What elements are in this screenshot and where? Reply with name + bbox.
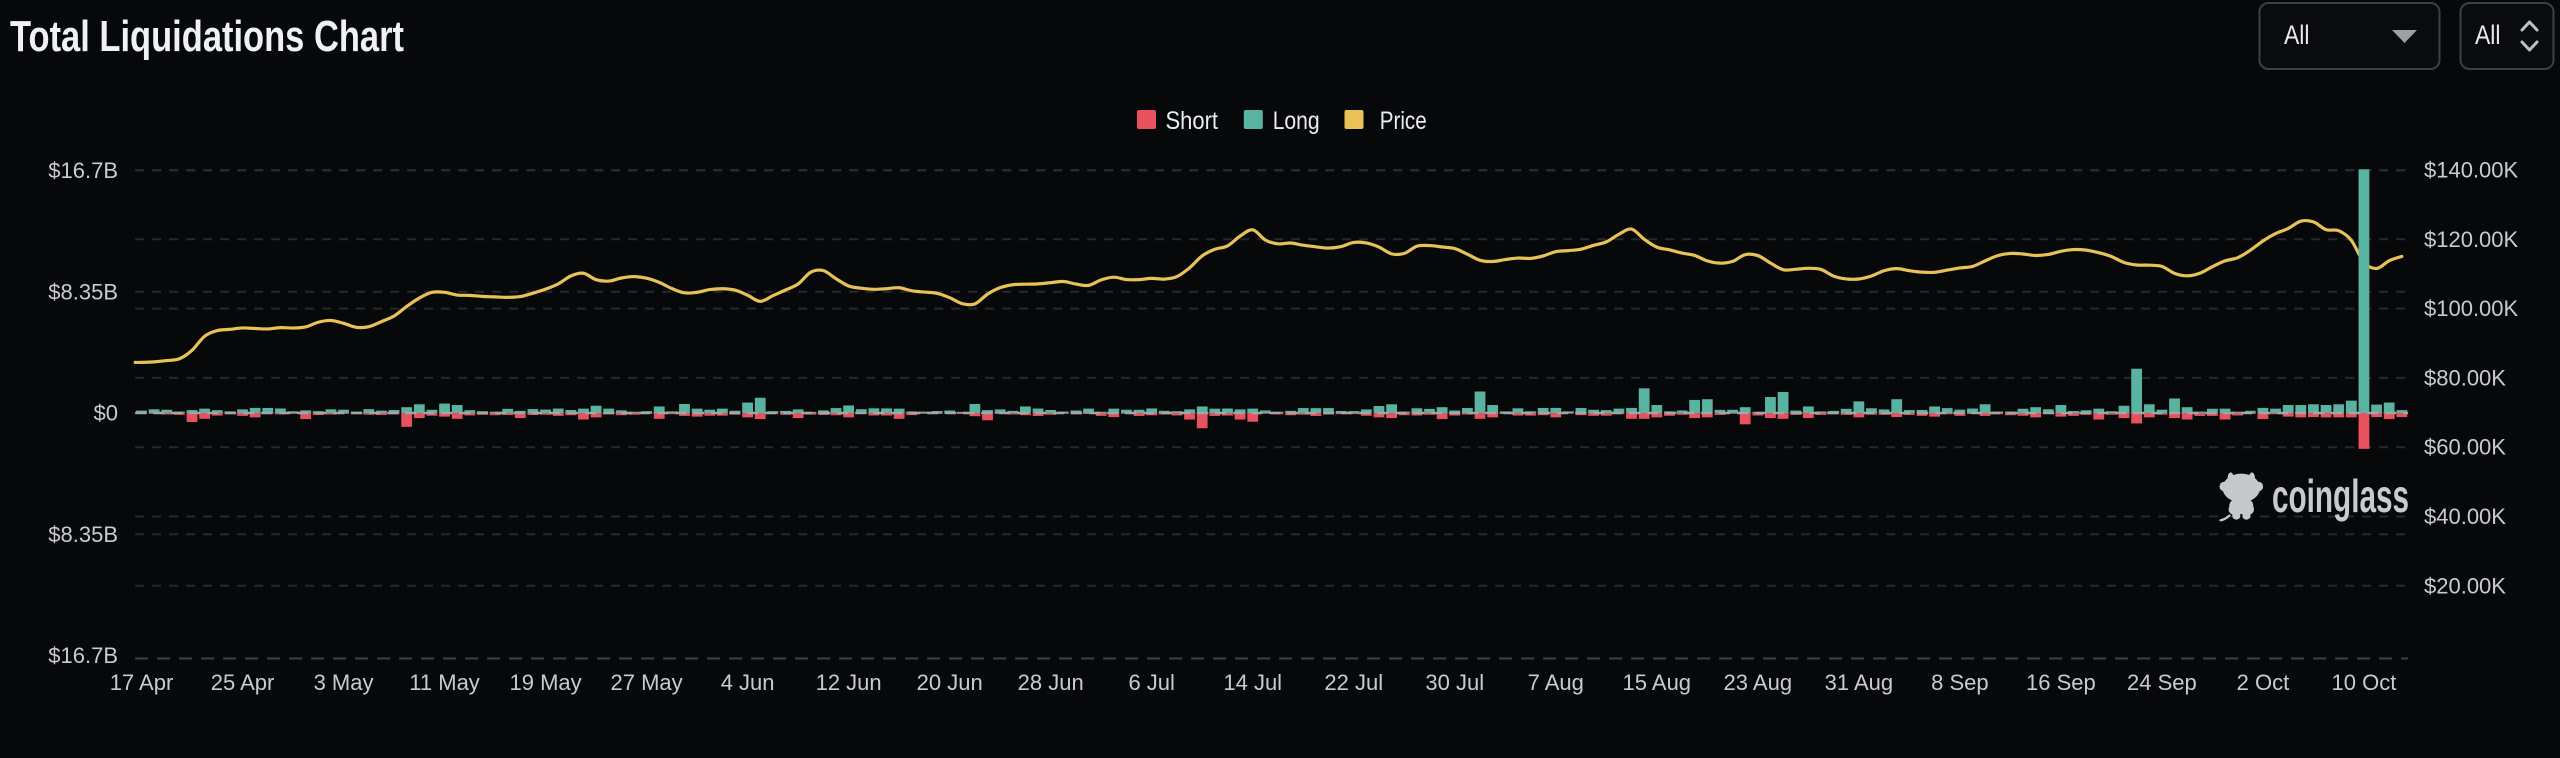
svg-text:15 Aug: 15 Aug bbox=[1623, 670, 1692, 695]
svg-text:$8.35B: $8.35B bbox=[48, 522, 118, 547]
svg-text:11 May: 11 May bbox=[409, 670, 480, 695]
svg-text:14 Jul: 14 Jul bbox=[1223, 670, 1282, 695]
svg-text:All: All bbox=[2284, 20, 2310, 50]
svg-text:Total Liquidations Chart: Total Liquidations Chart bbox=[10, 12, 404, 61]
svg-text:coinglass: coinglass bbox=[2272, 470, 2409, 522]
svg-text:8 Sep: 8 Sep bbox=[1931, 670, 1989, 695]
svg-text:25 Apr: 25 Apr bbox=[211, 670, 275, 695]
svg-text:17 Apr: 17 Apr bbox=[110, 670, 174, 695]
svg-text:2 Oct: 2 Oct bbox=[2237, 670, 2290, 695]
svg-text:Long: Long bbox=[1273, 107, 1320, 135]
svg-text:Short: Short bbox=[1166, 107, 1219, 135]
svg-text:All: All bbox=[2475, 20, 2501, 50]
svg-text:$120.00K: $120.00K bbox=[2424, 227, 2519, 252]
svg-text:27 May: 27 May bbox=[611, 670, 683, 695]
svg-text:$80.00K: $80.00K bbox=[2424, 365, 2506, 390]
svg-text:$8.35B: $8.35B bbox=[48, 279, 118, 304]
svg-text:28 Jun: 28 Jun bbox=[1018, 670, 1084, 695]
svg-text:16 Sep: 16 Sep bbox=[2026, 670, 2096, 695]
svg-text:$16.7B: $16.7B bbox=[48, 643, 118, 668]
svg-text:6 Jul: 6 Jul bbox=[1128, 670, 1174, 695]
svg-text:10 Oct: 10 Oct bbox=[2332, 670, 2397, 695]
svg-text:$100.00K: $100.00K bbox=[2424, 296, 2519, 321]
svg-text:7 Aug: 7 Aug bbox=[1528, 670, 1584, 695]
svg-text:22 Jul: 22 Jul bbox=[1324, 670, 1383, 695]
svg-text:23 Aug: 23 Aug bbox=[1724, 670, 1793, 695]
svg-text:$16.7B: $16.7B bbox=[48, 158, 118, 183]
svg-text:$0: $0 bbox=[94, 401, 118, 426]
svg-text:24 Sep: 24 Sep bbox=[2127, 670, 2197, 695]
svg-text:30 Jul: 30 Jul bbox=[1425, 670, 1484, 695]
svg-text:$40.00K: $40.00K bbox=[2424, 504, 2506, 529]
svg-text:12 Jun: 12 Jun bbox=[816, 670, 882, 695]
svg-text:$60.00K: $60.00K bbox=[2424, 435, 2506, 460]
svg-text:$140.00K: $140.00K bbox=[2424, 158, 2519, 183]
svg-text:19 May: 19 May bbox=[510, 670, 582, 695]
svg-text:$20.00K: $20.00K bbox=[2424, 573, 2506, 598]
svg-text:3 May: 3 May bbox=[314, 670, 374, 695]
svg-text:31 Aug: 31 Aug bbox=[1825, 670, 1894, 695]
svg-text:20 Jun: 20 Jun bbox=[917, 670, 983, 695]
svg-text:Price: Price bbox=[1380, 107, 1427, 135]
svg-text:4 Jun: 4 Jun bbox=[721, 670, 775, 695]
